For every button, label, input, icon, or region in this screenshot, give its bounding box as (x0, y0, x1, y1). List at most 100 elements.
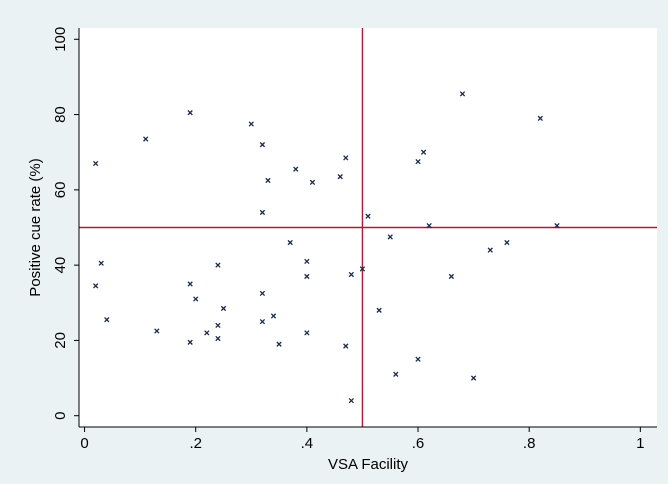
data-point (359, 266, 366, 272)
data-point-stroke (265, 177, 271, 184)
data-point-stroke (365, 213, 371, 219)
data-point-stroke (187, 339, 193, 345)
data-point-stroke (270, 313, 277, 319)
data-point-stroke (343, 155, 349, 161)
data-point (365, 213, 371, 219)
data-point-stroke (187, 281, 193, 287)
data-point-stroke (154, 328, 160, 334)
data-point-stroke (343, 343, 349, 349)
data-point-stroke (259, 209, 266, 216)
data-point (420, 149, 427, 155)
data-point (415, 356, 421, 362)
data-point-stroke (426, 222, 432, 229)
data-point-stroke (504, 239, 510, 246)
data-point (387, 234, 393, 240)
data-point (487, 247, 493, 253)
data-point (215, 262, 221, 268)
data-point (259, 290, 266, 297)
data-point (187, 339, 193, 345)
data-point (304, 258, 310, 265)
data-point-stroke (143, 136, 149, 142)
data-point-stroke (304, 273, 310, 280)
data-point-stroke (293, 166, 299, 172)
data-point (215, 335, 221, 342)
y-tick-label: 20 (52, 332, 69, 349)
data-point-stroke (98, 260, 104, 266)
x-tick-label: .8 (523, 435, 536, 452)
data-point-stroke (348, 397, 354, 404)
data-point-stroke (220, 305, 227, 312)
data-point (265, 177, 271, 184)
x-tick-label: 0 (80, 435, 88, 452)
y-tick-label: 100 (52, 27, 69, 52)
data-point (204, 330, 210, 336)
y-tick-label: 40 (52, 257, 69, 274)
data-point (93, 160, 99, 167)
data-point (259, 318, 266, 325)
data-point-stroke (537, 115, 543, 121)
data-point-stroke (359, 266, 366, 272)
data-point (287, 239, 293, 246)
data-point-stroke (348, 271, 354, 278)
data-point (348, 397, 354, 404)
data-point-stroke (304, 258, 310, 265)
data-point-stroke (420, 149, 427, 155)
data-point (504, 239, 510, 246)
reference-lines (79, 28, 657, 427)
data-point-stroke (376, 307, 382, 313)
y-tick-label: 80 (52, 106, 69, 123)
y-tick-label: 60 (52, 182, 69, 199)
data-point-stroke (304, 330, 310, 336)
data-point-stroke (215, 262, 221, 268)
data-point (415, 158, 421, 165)
data-point-stroke (387, 234, 393, 240)
data-point-stroke (187, 110, 193, 116)
data-point-stroke (337, 174, 343, 180)
data-point-stroke (259, 290, 266, 297)
data-point-stroke (415, 158, 421, 165)
data-point (537, 115, 543, 121)
data-point-stroke (104, 317, 110, 323)
data-point (143, 136, 149, 142)
data-point (348, 271, 354, 278)
data-point (470, 375, 477, 381)
data-point-stroke (470, 375, 477, 381)
x-tick-label: .2 (189, 435, 202, 452)
data-point (193, 296, 199, 302)
data-point (293, 166, 299, 172)
data-point (393, 371, 399, 377)
data-point-stroke (487, 247, 493, 253)
data-points (93, 91, 560, 404)
data-point-stroke (248, 121, 254, 127)
data-point-stroke (287, 239, 293, 246)
data-point (304, 330, 310, 336)
data-point (259, 142, 266, 148)
data-point-stroke (93, 283, 99, 289)
data-point (104, 317, 110, 323)
data-point (343, 343, 349, 349)
data-point-stroke (393, 371, 399, 377)
data-point-stroke (448, 273, 455, 280)
data-point (270, 313, 277, 319)
data-point (248, 121, 254, 127)
y-tick-label: 0 (52, 412, 69, 420)
x-tick-label: 1 (636, 435, 644, 452)
data-point-stroke (93, 160, 99, 167)
data-point-stroke (215, 322, 221, 329)
data-point (259, 209, 266, 216)
data-point (309, 179, 316, 185)
data-point (215, 322, 221, 329)
axes: 0 20 40 60 80 100 0 .2 .4 .6 .8 1 (52, 27, 657, 452)
data-point-stroke (259, 318, 266, 325)
x-tick-label: .6 (412, 435, 425, 452)
data-point (154, 328, 160, 334)
data-point-stroke (259, 142, 266, 148)
data-point (376, 307, 382, 313)
data-point (304, 273, 310, 280)
x-tick-label: .4 (301, 435, 314, 452)
data-point-stroke (215, 335, 221, 342)
data-point-stroke (204, 330, 210, 336)
data-point (187, 110, 193, 116)
data-point-stroke (276, 341, 282, 347)
